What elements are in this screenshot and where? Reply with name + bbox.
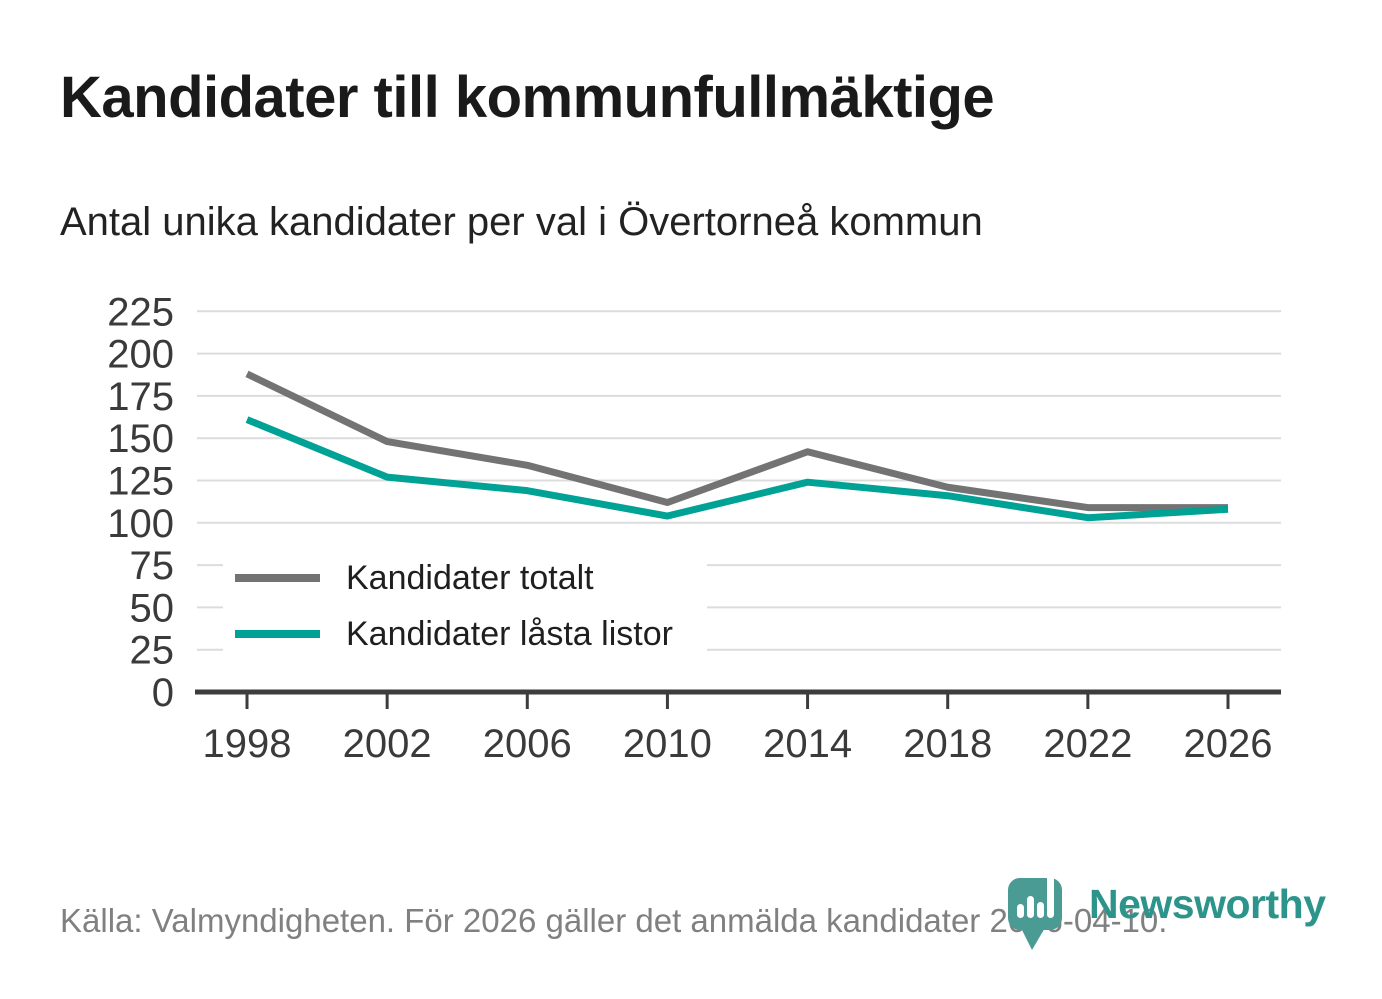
legend-label-lasta-listor: Kandidater låsta listor: [346, 614, 673, 653]
y-axis-label: 25: [130, 629, 175, 673]
source-note: Källa: Valmyndigheten. För 2026 gäller d…: [60, 902, 1168, 939]
y-axis-label: 100: [107, 502, 174, 546]
y-axis-label: 225: [107, 290, 174, 334]
series-line-kandidater-totalt: [245, 370, 1228, 512]
legend-swatch-lasta-listor: [235, 630, 320, 638]
x-axis-label: 1998: [203, 722, 292, 766]
x-axis-label: 2006: [483, 722, 572, 766]
x-axis-label: 2018: [903, 722, 992, 766]
y-axis-label: 75: [130, 544, 175, 588]
chart-subtitle: Antal unika kandidater per val i Övertor…: [60, 200, 983, 244]
x-axis-label: 2026: [1184, 722, 1273, 766]
x-axis-label: 2010: [623, 722, 712, 766]
y-axis-label: 50: [130, 586, 175, 630]
legend-item-lasta-listor: Kandidater låsta listor: [235, 606, 673, 662]
chart-legend: Kandidater totalt Kandidater låsta listo…: [223, 542, 707, 682]
newsworthy-logo: Newsworthy: [1005, 868, 1326, 958]
series-line-kandidater-l-sta-listor: [245, 416, 1229, 522]
y-axis-label: 175: [107, 375, 174, 419]
newsworthy-logo-text: Newsworthy: [1089, 881, 1326, 927]
legend-swatch-totalt: [235, 574, 320, 582]
legend-item-totalt: Kandidater totalt: [235, 550, 673, 606]
y-axis-label: 200: [107, 333, 174, 377]
y-axis-label: 150: [107, 417, 174, 461]
legend-label-totalt: Kandidater totalt: [346, 558, 594, 597]
x-axis-label: 2002: [343, 722, 432, 766]
page-title: Kandidater till kommunfullmäktige: [60, 65, 995, 130]
newsworthy-logo-icon: [1008, 872, 1062, 950]
x-axis-label: 2014: [763, 722, 852, 766]
y-axis-label: 0: [152, 671, 174, 715]
y-axis-label: 125: [107, 460, 174, 504]
x-axis-label: 2022: [1043, 722, 1132, 766]
